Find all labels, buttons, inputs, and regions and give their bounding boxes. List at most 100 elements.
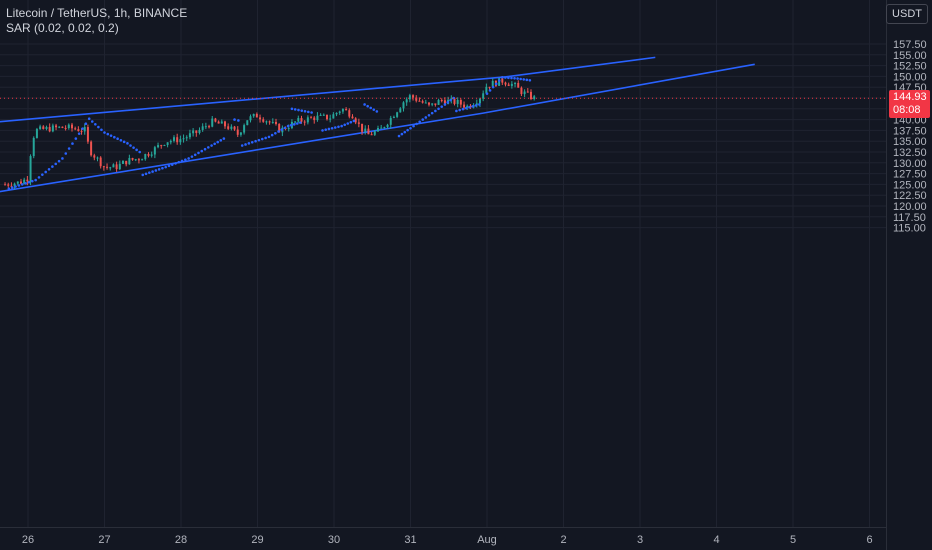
sar-dot — [148, 171, 151, 174]
sar-dot — [343, 123, 347, 127]
candle-body — [319, 114, 322, 116]
countdown-timer: 08:08 — [893, 104, 921, 117]
sar-dot — [409, 126, 412, 130]
candle-body — [61, 126, 64, 128]
candle-body — [418, 100, 421, 102]
candle-body — [348, 110, 351, 117]
sar-dot — [507, 76, 510, 80]
candle-body — [533, 96, 536, 100]
candle-body — [463, 104, 466, 108]
sar-dot — [299, 121, 302, 124]
candle-body — [488, 86, 491, 88]
candle-body — [77, 129, 80, 132]
sar-dot — [122, 140, 126, 144]
sar-dot — [90, 120, 94, 123]
sar-dot — [222, 137, 226, 140]
candle-body — [424, 102, 427, 104]
sar-dot — [280, 128, 284, 131]
sar-dot — [292, 123, 296, 126]
sar-dot — [41, 173, 44, 176]
candle-body — [376, 128, 379, 132]
time-tick-label: 3 — [637, 534, 643, 546]
sar-dot — [174, 162, 177, 165]
candle-body — [80, 131, 83, 133]
candle-body — [99, 157, 102, 167]
sar-dot — [237, 119, 240, 122]
candle-body — [341, 109, 344, 112]
candle-body — [10, 185, 13, 187]
candle-body — [83, 127, 86, 132]
symbol-title[interactable]: Litecoin / TetherUS, 1h, BINANCE — [6, 6, 188, 20]
sar-dot — [24, 182, 27, 185]
candle-body — [160, 145, 163, 147]
sar-dot — [193, 153, 197, 157]
candle-body — [109, 167, 112, 169]
candle-body — [217, 121, 220, 124]
candle-body — [456, 99, 459, 104]
price-tick-label: 122.50 — [893, 190, 927, 202]
sar-dot — [333, 126, 337, 129]
candle-body — [380, 127, 383, 129]
candle-body — [16, 181, 19, 184]
candle-body — [262, 119, 265, 122]
sar-dot — [528, 78, 532, 82]
sar-dot — [400, 132, 404, 136]
candle-body — [453, 98, 456, 104]
candle-body — [67, 124, 70, 129]
sar-dot — [187, 157, 190, 160]
candle-body — [415, 97, 418, 101]
candle-body — [102, 166, 105, 168]
candle-body — [195, 130, 198, 133]
candle-body — [208, 126, 211, 128]
candle-body — [265, 121, 268, 123]
indicator-label[interactable]: SAR (0.02, 0.02, 0.2) — [6, 21, 119, 35]
candle-body — [514, 83, 517, 85]
candle-body — [4, 184, 7, 186]
currency-button[interactable]: USDT — [886, 4, 928, 24]
sar-dot — [132, 146, 135, 149]
sar-dot — [210, 144, 213, 147]
candle-body — [86, 127, 89, 142]
candle-body — [48, 126, 51, 132]
candle-body — [354, 118, 357, 123]
candle-body — [313, 117, 316, 121]
sar-dot — [14, 185, 17, 188]
candle-body — [233, 126, 236, 130]
candle-body — [491, 80, 494, 87]
sar-dot — [421, 118, 425, 121]
candle-body — [329, 118, 332, 120]
candle-body — [351, 116, 354, 119]
candle-body — [485, 86, 488, 94]
candle-body — [278, 123, 281, 133]
candle-body — [26, 179, 29, 182]
sar-dot — [270, 133, 274, 137]
sar-dot — [200, 149, 204, 153]
sar-dot — [474, 104, 478, 107]
sar-dot — [471, 105, 475, 108]
sar-dot — [244, 143, 247, 146]
sar-dot — [443, 103, 447, 106]
candlesticks — [4, 75, 536, 190]
sar-dot — [352, 119, 356, 123]
sar-dot — [27, 180, 31, 184]
sar-dot — [216, 140, 220, 144]
sar-dot — [455, 109, 458, 113]
trendline-upper — [0, 56, 656, 123]
candle-body — [300, 117, 303, 122]
candle-body — [498, 78, 501, 86]
candle-body — [529, 91, 532, 100]
candle-body — [345, 109, 348, 111]
sar-dot — [257, 138, 261, 142]
candle-body — [35, 129, 38, 138]
sar-dot — [141, 173, 145, 177]
time-axis-divider — [0, 527, 886, 528]
candle-body — [118, 163, 121, 170]
sar-dot — [177, 160, 181, 164]
candle-body — [294, 121, 297, 123]
candle-body — [392, 116, 395, 118]
sar-dot — [513, 77, 516, 80]
sar-dot — [488, 89, 492, 92]
candle-body — [227, 126, 230, 129]
price-tick-label: 155.00 — [893, 50, 927, 62]
